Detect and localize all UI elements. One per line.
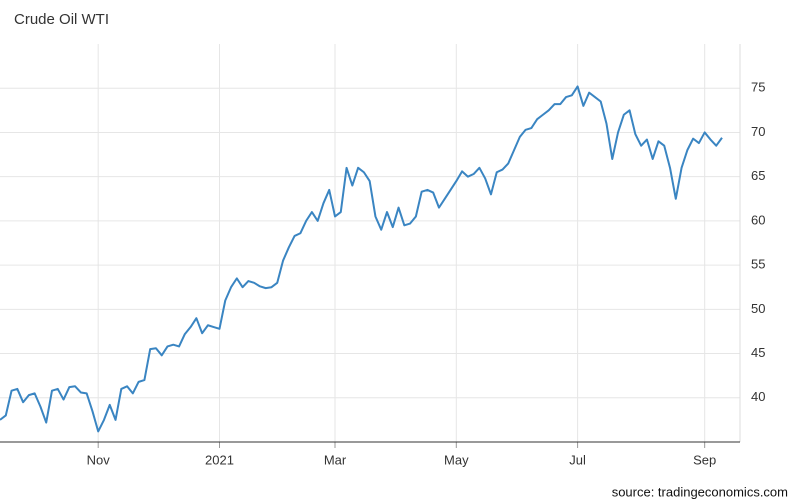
y-tick-label: 45	[751, 345, 765, 360]
x-tick-label: Sep	[693, 452, 716, 467]
source: source: tradingeconomics.com	[612, 484, 788, 499]
y-tick-label: 60	[751, 212, 765, 227]
y-tick-label: 65	[751, 168, 765, 183]
series-line	[0, 85, 723, 433]
x-tick-label: Jul	[569, 452, 586, 467]
y-tick-label: 40	[751, 389, 765, 404]
y-tick-label: 70	[751, 124, 765, 139]
x-tick-label: 2021	[205, 452, 234, 467]
y-tick-label: 75	[751, 80, 765, 95]
y-tick-label: 55	[751, 257, 765, 272]
x-tick-label: May	[444, 452, 469, 467]
x-tick-label: Mar	[324, 452, 347, 467]
x-tick-label: Nov	[87, 452, 111, 467]
y-tick-label: 50	[751, 301, 765, 316]
chart-title: Crude Oil WTI	[14, 11, 109, 28]
